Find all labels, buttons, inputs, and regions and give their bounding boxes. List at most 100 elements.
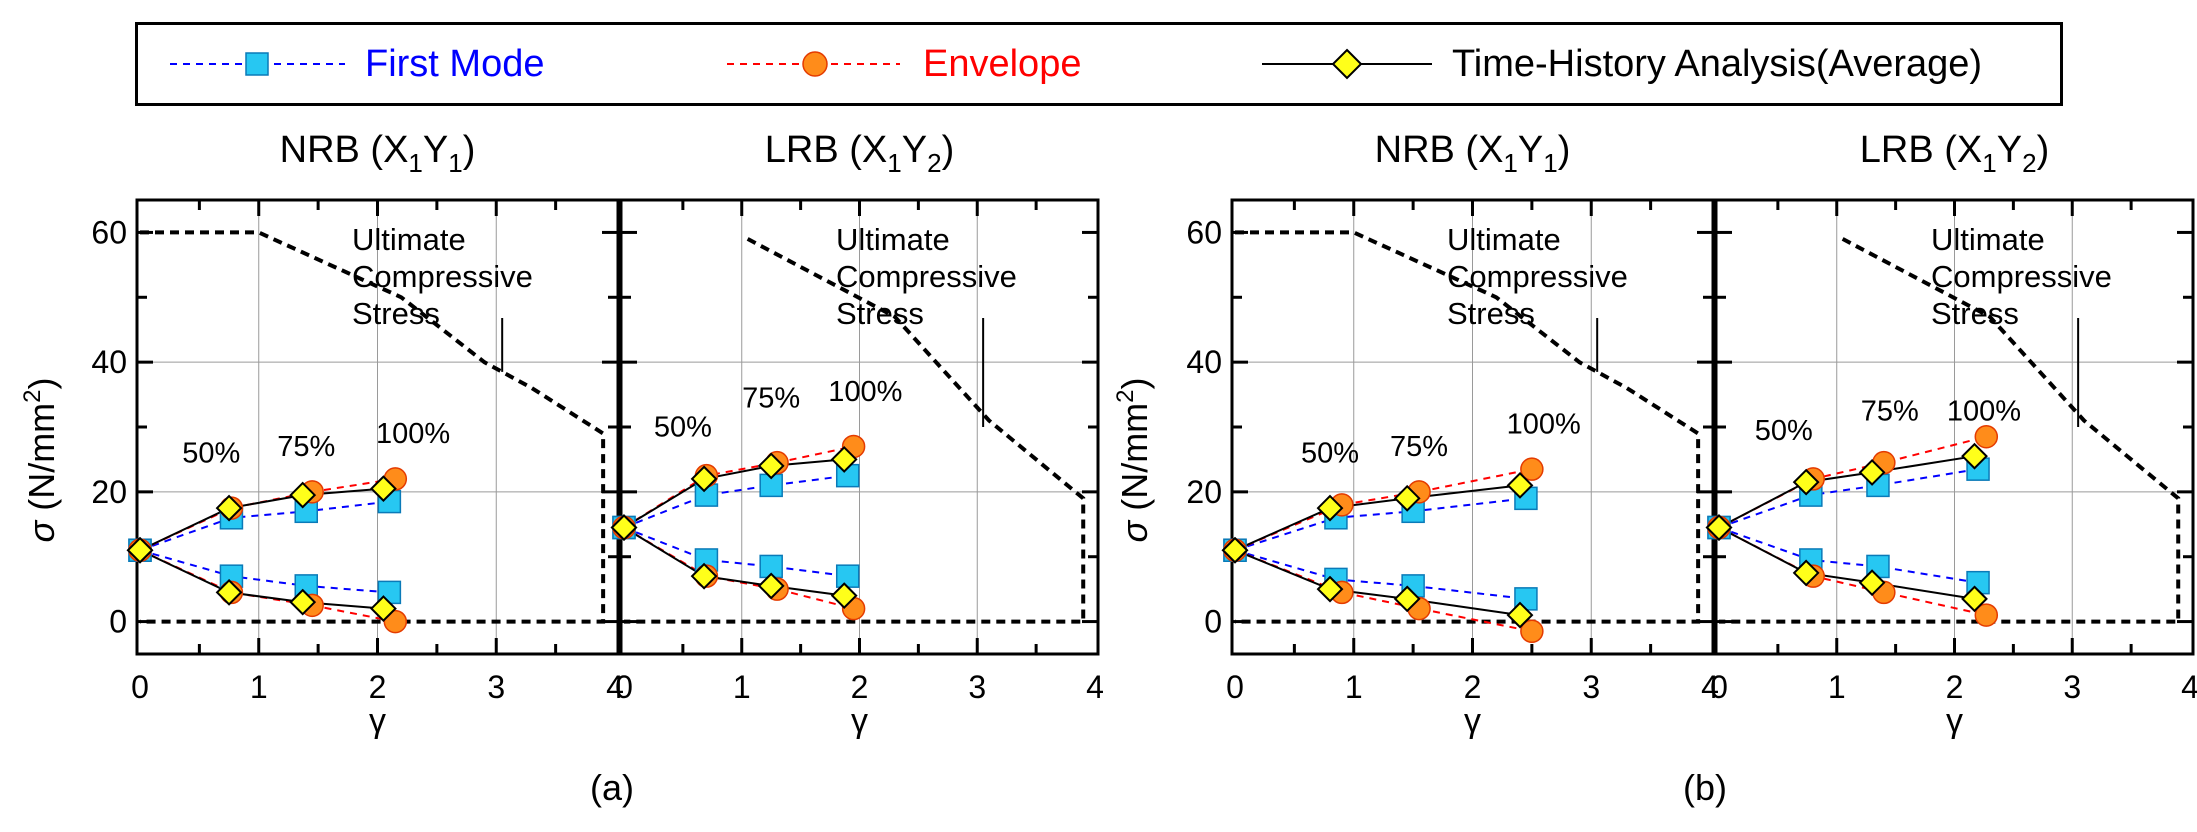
series-line [623, 526, 848, 578]
series-line [1718, 526, 1975, 600]
annotation-text: Compressive [352, 259, 533, 294]
data-point-time-history [1858, 458, 1886, 486]
subfigure-label-b: (b) [1683, 767, 1727, 808]
data-point-time-history [126, 536, 154, 564]
ultimate-stress-line [140, 230, 606, 624]
plot-frame [135, 198, 620, 656]
x-axis-label: γ [1946, 702, 1963, 740]
panel-2: LRB (X1Y2) 0 1 2 3 4 γ UltimateCompressiveStres… [610, 129, 1104, 740]
y-tick-label: 40 [91, 344, 127, 380]
percent-label: 50% [1755, 415, 1813, 447]
percent-label: 100% [1507, 408, 1581, 440]
x-tick-label: 1 [733, 669, 751, 705]
series-line [623, 526, 845, 597]
x-tick-label: 2 [1464, 669, 1482, 705]
y-tick-label: 20 [91, 474, 127, 510]
data-point-envelope [1520, 619, 1544, 644]
y-tick-label: 0 [109, 604, 127, 640]
annotation-text: Ultimate [836, 222, 950, 257]
data-point-time-history [1961, 585, 1988, 613]
plot-frame [619, 198, 1100, 656]
x-tick-label: 1 [1345, 669, 1363, 705]
y-axis-label-a: σ (N/mm2) [19, 377, 62, 542]
series-line [1234, 468, 1533, 552]
percent-label: 100% [376, 418, 450, 450]
x-tick-label: 1 [250, 669, 268, 705]
data-point-envelope [1974, 424, 1999, 449]
data-point-time-history [610, 514, 638, 541]
plot-frame [1230, 198, 1715, 656]
data-point-envelope [383, 609, 408, 634]
legend-envelope-label: Envelope [923, 43, 1081, 85]
data-point-time-history [215, 578, 243, 606]
data-point-time-history [215, 494, 243, 522]
data-point-time-history [370, 475, 397, 503]
x-tick-label: 2 [369, 669, 387, 705]
series-line [1718, 468, 1979, 529]
series-line [139, 549, 396, 623]
data-point-time-history [690, 465, 718, 493]
data-point-time-history [1792, 559, 1820, 587]
panel-1: NRB (X1Y1)0 1 2 3 40204060γUltimateCompressi… [91, 129, 623, 740]
x-tick-label: 3 [487, 669, 505, 705]
series-line [1234, 549, 1527, 600]
legend-items: First Mode Envelope Time-History Analysi… [170, 43, 1982, 85]
legend-first-mode-label: First Mode [365, 43, 544, 85]
percent-label: 100% [828, 376, 902, 408]
data-point-time-history [1393, 484, 1421, 512]
percent-label: 50% [1301, 438, 1359, 470]
panel-title: NRB (X1Y1) [1375, 129, 1571, 178]
x-axis-label: γ [1464, 702, 1481, 740]
y-tick-label: 40 [1186, 344, 1222, 380]
percent-label: 75% [1390, 431, 1448, 463]
percent-label: 100% [1947, 396, 2021, 428]
x-axis-label: γ [369, 702, 386, 740]
annotation-text: Stress [1931, 296, 2019, 331]
y-tick-label: 60 [1186, 214, 1222, 250]
annotation-text: Stress [836, 296, 924, 331]
series-line [139, 549, 384, 610]
data-point-envelope [1520, 457, 1544, 481]
series-line [1718, 526, 1979, 584]
data-point-time-history [1316, 575, 1344, 603]
percent-label: 75% [1861, 396, 1919, 428]
data-point-first-mode [835, 564, 860, 588]
series-line [623, 526, 854, 610]
data-point-time-history [830, 582, 858, 610]
data-point-time-history [289, 481, 317, 509]
annotation-text: Stress [352, 296, 440, 331]
y-tick-label: 20 [1186, 474, 1222, 510]
series-line [1234, 549, 1533, 633]
series-line [623, 445, 854, 529]
data-point-time-history [1221, 536, 1249, 564]
x-tick-label: 0 [615, 669, 633, 705]
annotation-text: Ultimate [1447, 222, 1561, 257]
series-line [139, 477, 396, 552]
panels: NRB (X1Y1)0 1 2 3 40204060γUltimateCompressi… [91, 129, 2197, 740]
data-point-time-history [1506, 601, 1534, 629]
series-line [1234, 497, 1527, 552]
data-point-time-history [1792, 468, 1820, 496]
data-point-time-history [1705, 514, 1733, 541]
panel-3: NRB (X1Y1)0 1 2 3 40204060γUltimateCompressi… [1186, 129, 1718, 740]
series-line [139, 487, 384, 552]
legend-first-mode-marker [245, 52, 269, 76]
ultimate-stress-line [1719, 237, 2181, 624]
y-axis-label-b: σ (N/mm2) [1112, 377, 1155, 542]
data-point-time-history [757, 572, 785, 600]
annotation-text: Compressive [836, 259, 1017, 294]
data-point-time-history [757, 452, 785, 480]
annotation-text: Stress [1447, 296, 1535, 331]
percent-label: 50% [182, 438, 240, 470]
x-axis-label: γ [851, 702, 868, 740]
legend-envelope-marker [802, 51, 828, 77]
annotation-text: Ultimate [352, 222, 466, 257]
x-tick-label: 3 [1582, 669, 1600, 705]
data-point-time-history [830, 446, 858, 473]
x-tick-label: 0 [131, 669, 149, 705]
x-tick-label: 4 [1086, 669, 1104, 705]
x-tick-label: 3 [968, 669, 986, 705]
data-point-time-history [1316, 494, 1344, 522]
data-point-time-history [1961, 442, 1988, 470]
